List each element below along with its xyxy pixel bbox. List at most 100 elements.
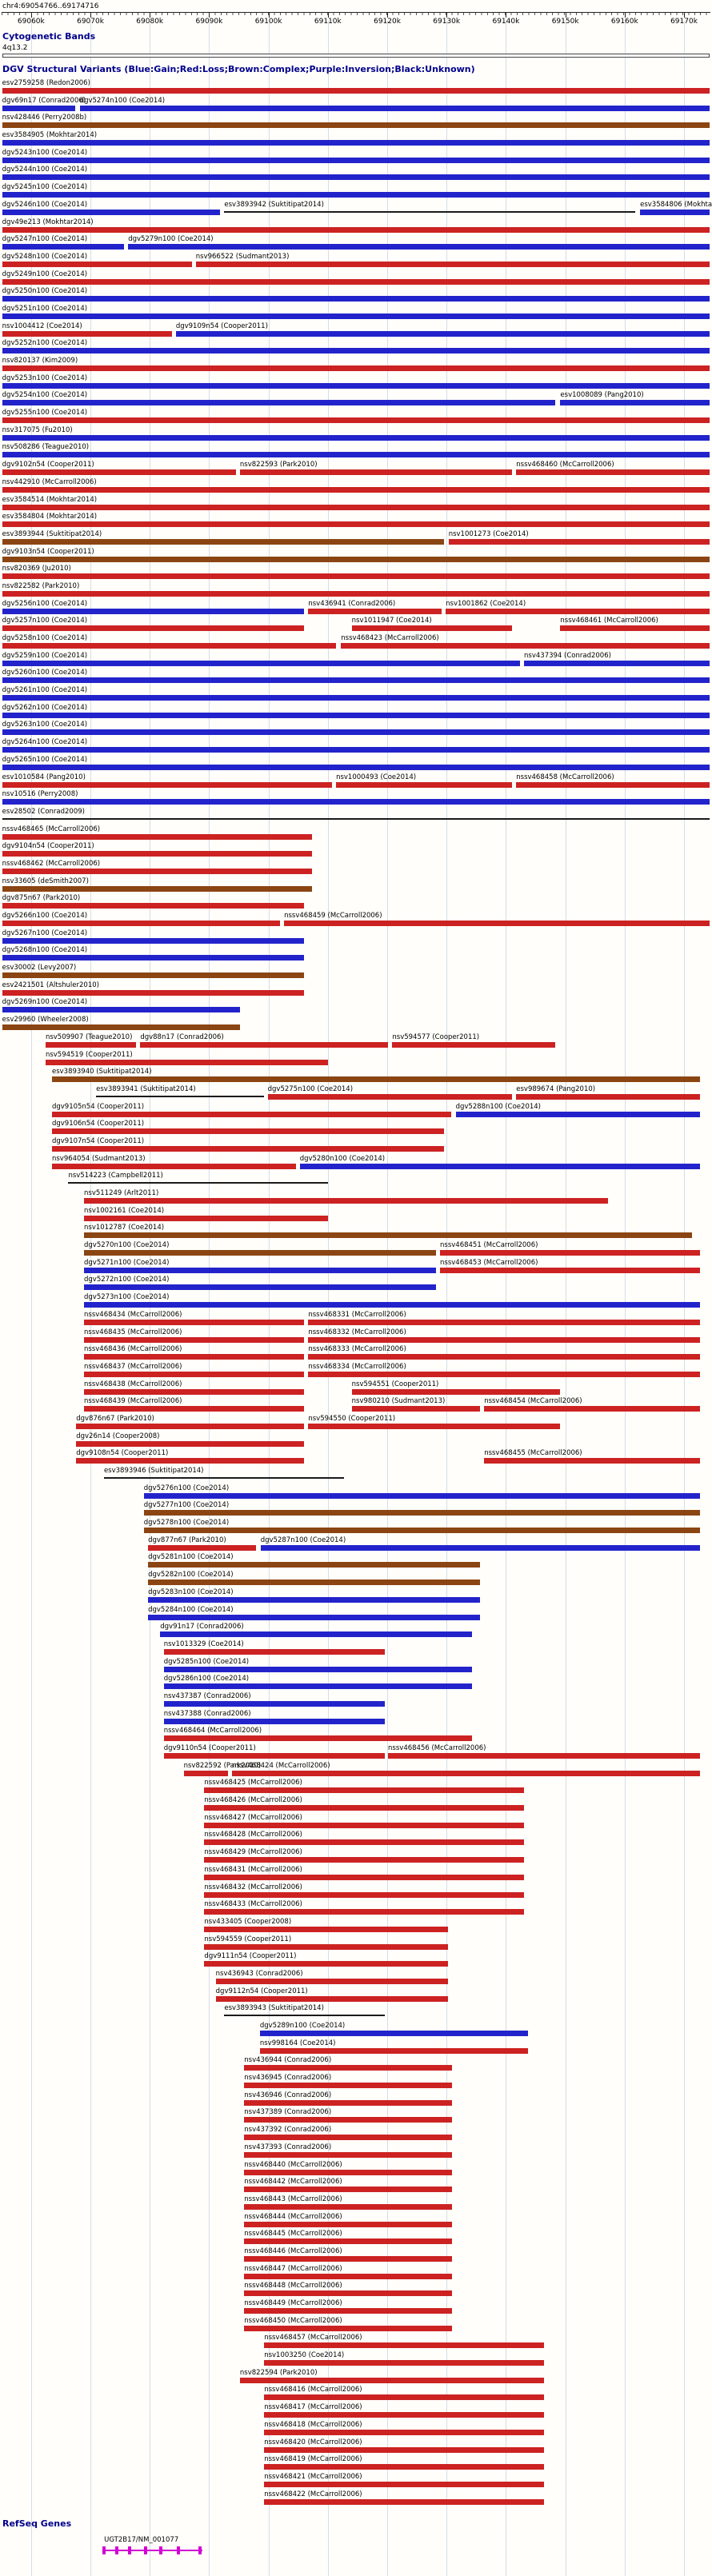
variant-bar[interactable]	[175, 330, 710, 337]
variant-item[interactable]: nssv468465 (McCarroll2006)	[2, 825, 312, 841]
variant-bar[interactable]	[524, 660, 710, 666]
variant-item[interactable]: dgv876n67 (Park2010)	[76, 1415, 305, 1431]
variant-bar[interactable]	[2, 174, 710, 181]
variant-item[interactable]: dgv5260n100 (Coe2014)	[2, 669, 710, 685]
variant-item[interactable]: dgv5263n100 (Coe2014)	[2, 721, 710, 737]
variant-item[interactable]: dgv5253n100 (Coe2014)	[2, 374, 710, 390]
variant-bar[interactable]	[2, 486, 710, 493]
variant-bar[interactable]	[2, 695, 710, 701]
variant-bar[interactable]	[392, 1041, 556, 1048]
variant-item[interactable]: dgv5275n100 (Coe2014)	[267, 1085, 512, 1101]
variant-item[interactable]: nssv468417 (McCarroll2006)	[264, 2403, 544, 2419]
variant-bar[interactable]	[516, 1093, 700, 1100]
variant-item[interactable]: nsv822592 (Park2010)	[183, 1762, 261, 1778]
variant-bar[interactable]	[2, 590, 710, 597]
variant-bar[interactable]	[2, 747, 710, 753]
variant-bar[interactable]	[2, 885, 312, 892]
variant-bar[interactable]	[2, 400, 556, 406]
variant-item[interactable]: nssv468447 (McCarroll2006)	[244, 2265, 453, 2281]
variant-item[interactable]: nsv964054 (Sudmant2013)	[51, 1155, 297, 1171]
variant-bar[interactable]	[244, 2083, 453, 2089]
variant-item[interactable]: nsv822594 (Park2010)	[239, 2369, 544, 2385]
variant-item[interactable]: nsv33605 (deSmith2007)	[2, 877, 312, 893]
variant-bar[interactable]	[308, 1371, 700, 1377]
variant-item[interactable]: nssv468453 (McCarroll2006)	[440, 1259, 700, 1275]
variant-bar[interactable]	[45, 1041, 136, 1048]
variant-bar[interactable]	[284, 921, 710, 926]
variant-bar[interactable]	[640, 209, 710, 215]
variant-bar[interactable]	[244, 2290, 453, 2297]
variant-bar[interactable]	[143, 1492, 700, 1499]
variant-item[interactable]: dgv5280n100 (Coe2014)	[299, 1155, 700, 1171]
variant-bar[interactable]	[204, 1926, 448, 1932]
variant-bar[interactable]	[308, 1354, 700, 1360]
variant-item[interactable]: nssv468439 (McCarroll2006)	[84, 1397, 305, 1413]
variant-item[interactable]: nsv1013329 (Coe2014)	[163, 1640, 385, 1656]
variant-item[interactable]: dgv5272n100 (Coe2014)	[84, 1276, 436, 1292]
variant-item[interactable]: nsv436941 (Conrad2006)	[308, 600, 442, 616]
variant-item[interactable]: nsv437394 (Conrad2006)	[524, 652, 710, 668]
variant-bar[interactable]	[2, 105, 76, 111]
variant-item[interactable]: nssv468457 (McCarroll2006)	[264, 2334, 544, 2350]
variant-item[interactable]: nssv468458 (McCarroll2006)	[516, 773, 710, 789]
variant-bar[interactable]	[2, 209, 220, 215]
variant-bar[interactable]	[484, 1458, 700, 1464]
variant-bar[interactable]	[2, 972, 305, 979]
variant-item[interactable]: esv29960 (Wheeler2008)	[2, 1016, 240, 1032]
variant-bar[interactable]	[244, 2151, 453, 2158]
variant-bar[interactable]	[2, 781, 332, 788]
variant-bar[interactable]	[195, 261, 710, 267]
variant-bar[interactable]	[2, 417, 710, 424]
variant-item[interactable]: nsv436946 (Conrad2006)	[244, 2091, 453, 2107]
variant-item[interactable]: dgv5282n100 (Coe2014)	[148, 1571, 480, 1587]
variant-bar[interactable]	[2, 643, 337, 649]
variant-bar[interactable]	[51, 1111, 452, 1117]
variant-item[interactable]: dgv9103n54 (Cooper2011)	[2, 548, 710, 564]
variant-item[interactable]: dgv5269n100 (Coe2014)	[2, 998, 240, 1014]
variant-item[interactable]: dgv5259n100 (Coe2014)	[2, 652, 520, 668]
variant-bar[interactable]	[84, 1232, 693, 1239]
variant-item[interactable]: nssv468428 (McCarroll2006)	[204, 1831, 525, 1847]
variant-bar[interactable]	[2, 192, 710, 198]
variant-bar[interactable]	[2, 244, 124, 250]
variant-item[interactable]: dgv5284n100 (Coe2014)	[148, 1606, 480, 1622]
variant-bar[interactable]	[128, 244, 710, 250]
gene[interactable]: UGT2B17/NM_001077	[102, 2536, 202, 2562]
variant-bar[interactable]	[2, 608, 305, 614]
variant-item[interactable]: dgv5248n100 (Coe2014)	[2, 253, 193, 269]
variant-item[interactable]: esv3893941 (Suktitipat2014)	[96, 1085, 265, 1101]
variant-bar[interactable]	[140, 1041, 389, 1048]
variant-item[interactable]: nssv468427 (McCarroll2006)	[204, 1814, 525, 1830]
variant-item[interactable]: nsv437392 (Conrad2006)	[244, 2126, 453, 2142]
variant-bar[interactable]	[204, 1839, 525, 1846]
variant-bar[interactable]	[84, 1302, 700, 1308]
variant-bar[interactable]	[224, 2015, 385, 2017]
variant-item[interactable]: nssv468454 (McCarroll2006)	[484, 1397, 700, 1413]
variant-item[interactable]: dgv5264n100 (Coe2014)	[2, 738, 710, 754]
variant-bar[interactable]	[2, 88, 710, 94]
variant-bar[interactable]	[163, 1718, 385, 1724]
variant-item[interactable]: nsv594577 (Cooper2011)	[392, 1033, 556, 1049]
variant-item[interactable]: dgv877n67 (Park2010)	[148, 1536, 257, 1552]
variant-bar[interactable]	[79, 105, 710, 111]
variant-item[interactable]: dgv5270n100 (Coe2014)	[84, 1241, 436, 1257]
variant-bar[interactable]	[2, 313, 710, 319]
variant-bar[interactable]	[148, 1596, 480, 1603]
variant-item[interactable]: dgv5254n100 (Coe2014)	[2, 391, 556, 407]
variant-bar[interactable]	[2, 226, 710, 233]
variant-item[interactable]: esv1008089 (Pang2010)	[560, 391, 710, 407]
variant-item[interactable]: dgv5289n100 (Coe2014)	[259, 2022, 529, 2038]
variant-bar[interactable]	[244, 2273, 453, 2279]
variant-bar[interactable]	[84, 1198, 609, 1204]
variant-item[interactable]: esv3893946 (Suktitipat2014)	[103, 1467, 344, 1483]
variant-item[interactable]: nsv437388 (Conrad2006)	[163, 1710, 385, 1726]
variant-bar[interactable]	[84, 1406, 305, 1412]
variant-bar[interactable]	[2, 469, 236, 476]
variant-bar[interactable]	[51, 1163, 297, 1169]
variant-bar[interactable]	[204, 1805, 525, 1811]
variant-item[interactable]: dgv5255n100 (Coe2014)	[2, 409, 710, 425]
variant-item[interactable]: nsv436944 (Conrad2006)	[244, 2056, 453, 2072]
variant-bar[interactable]	[76, 1423, 305, 1429]
variant-item[interactable]: nsv822593 (Park2010)	[239, 461, 512, 477]
variant-item[interactable]: dgv5245n100 (Coe2014)	[2, 183, 710, 199]
